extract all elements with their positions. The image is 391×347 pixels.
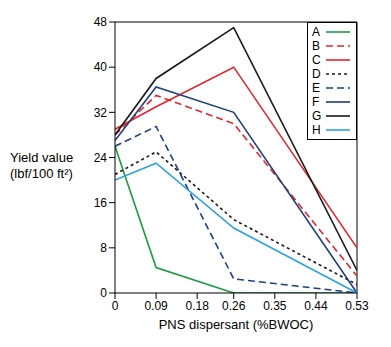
html-text:G: G bbox=[312, 109, 322, 123]
html-text:A: A bbox=[312, 25, 320, 39]
svg-text:0.44: 0.44 bbox=[304, 299, 328, 313]
svg-text:0.35: 0.35 bbox=[263, 299, 287, 313]
svg-text:0: 0 bbox=[100, 286, 107, 300]
html-text:F: F bbox=[312, 95, 320, 109]
html-text:Yield value (lbf/100 ft²): Yield value (lbf/100 ft²) bbox=[10, 150, 74, 181]
svg-text:0.18: 0.18 bbox=[186, 299, 210, 313]
svg-text:0.09: 0.09 bbox=[144, 299, 168, 313]
html-text:D: D bbox=[312, 67, 321, 81]
svg-text:8: 8 bbox=[100, 241, 107, 255]
svg-text:48: 48 bbox=[94, 15, 108, 29]
html-text:B: B bbox=[312, 39, 320, 53]
svg-text:0.53: 0.53 bbox=[345, 299, 369, 313]
svg-text:40: 40 bbox=[94, 60, 108, 74]
svg-text:24: 24 bbox=[94, 151, 108, 165]
html-text:H: H bbox=[312, 123, 321, 137]
html-text:E: E bbox=[312, 81, 320, 95]
html-text:C: C bbox=[312, 53, 321, 67]
svg-text:0.26: 0.26 bbox=[222, 299, 246, 313]
svg-text:16: 16 bbox=[94, 196, 108, 210]
svg-text:32: 32 bbox=[94, 106, 108, 120]
svg-text:0: 0 bbox=[112, 299, 119, 313]
html-text:PNS dispersant (%BWOC): PNS dispersant (%BWOC) bbox=[158, 317, 314, 332]
